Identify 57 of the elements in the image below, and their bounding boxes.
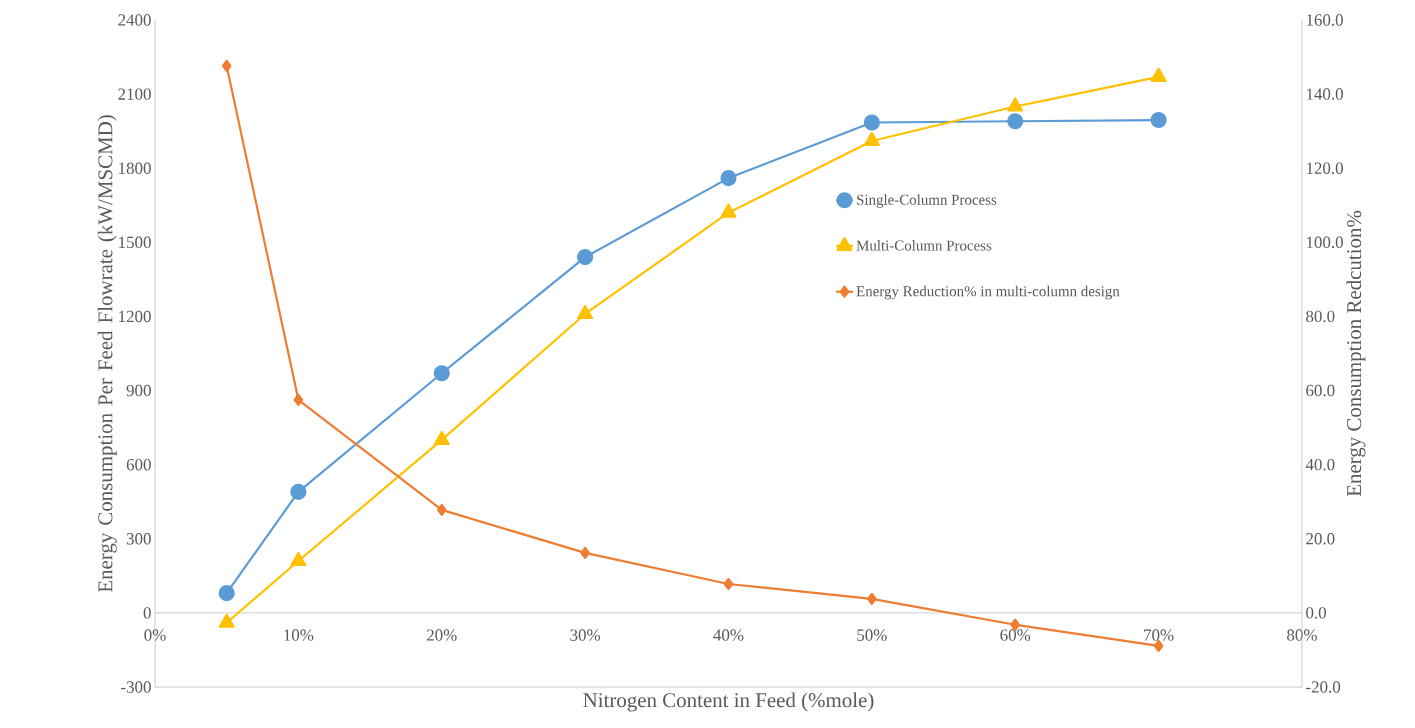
point <box>290 483 307 500</box>
y-tick-label: 600 <box>126 458 151 471</box>
y2-tick-label: 0.0 <box>1306 607 1327 619</box>
y2-tick-label: 60.0 <box>1306 384 1335 397</box>
y2-tick-label: 80.0 <box>1306 310 1335 323</box>
point <box>867 592 877 605</box>
point <box>433 365 450 382</box>
y2-tick-label: 140.0 <box>1306 88 1343 100</box>
x-tick-label: 0% <box>144 629 166 641</box>
point <box>293 393 304 406</box>
y2-tick-label: 20.0 <box>1306 533 1335 545</box>
y-tick-label: 0 <box>143 607 151 619</box>
y2-tick-label: 40.0 <box>1305 458 1335 471</box>
point <box>580 546 590 559</box>
point <box>436 503 447 516</box>
x-tick-label: 30% <box>570 629 601 641</box>
y2-tick-label: 100.0 <box>1306 236 1343 249</box>
y-tick-label: 1200 <box>119 310 151 323</box>
legend-label: Single-Column Process <box>857 194 997 208</box>
y-axis-title: Energy Consumption Per Feed Flowrate (kW/MSCMD) <box>97 115 117 593</box>
x-tick-label: 80% <box>1287 629 1317 641</box>
legend-label: Multi-Column Process <box>856 240 992 251</box>
point <box>720 203 737 218</box>
x-tick-label: 70% <box>1144 629 1174 641</box>
y2-tick-label: 120.0 <box>1306 162 1343 174</box>
x-tick-label: 60% <box>1000 629 1031 641</box>
x-axis-title: Nitrogen Content in Feed (%mole) <box>583 692 874 712</box>
point <box>1007 97 1024 112</box>
x-tick-label: 50% <box>857 629 887 641</box>
point <box>1007 113 1024 130</box>
y-tick-label: 900 <box>126 384 151 397</box>
y-tick-label: 2400 <box>118 14 151 26</box>
y2-axis-title: Energy Consumption Redcution% <box>1346 210 1366 497</box>
point <box>1150 67 1167 82</box>
point <box>218 585 235 602</box>
y2-tick-label: -20.0 <box>1306 681 1341 693</box>
y-tick-label: -300 <box>121 681 151 693</box>
point <box>290 551 307 567</box>
point <box>433 430 450 446</box>
point <box>863 114 880 131</box>
point <box>723 577 734 591</box>
point <box>221 59 232 73</box>
point <box>863 131 880 147</box>
point <box>1150 111 1167 129</box>
point <box>720 170 737 187</box>
y-tick-label: 1800 <box>119 162 151 174</box>
x-tick-label: 10% <box>284 629 314 641</box>
x-tick-label: 20% <box>426 629 457 641</box>
y2-tick-label: 160.0 <box>1306 14 1343 26</box>
point <box>577 249 594 266</box>
legend-label: Energy Reduction% in multi-column design <box>856 285 1120 300</box>
point <box>577 304 594 320</box>
y-tick-label: 1500 <box>119 236 151 249</box>
point <box>218 613 235 628</box>
y-tick-label: 300 <box>126 533 151 545</box>
x-tick-label: 40% <box>713 629 744 641</box>
y-tick-label: 2100 <box>118 88 151 100</box>
